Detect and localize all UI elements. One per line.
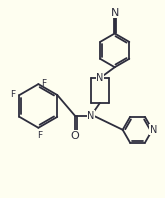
- Text: F: F: [41, 79, 47, 88]
- Text: F: F: [10, 89, 16, 99]
- Text: O: O: [71, 131, 79, 141]
- Text: F: F: [37, 131, 42, 140]
- Text: N: N: [87, 111, 95, 121]
- Text: N: N: [150, 125, 157, 135]
- Text: N: N: [96, 73, 104, 83]
- Text: N: N: [111, 8, 119, 18]
